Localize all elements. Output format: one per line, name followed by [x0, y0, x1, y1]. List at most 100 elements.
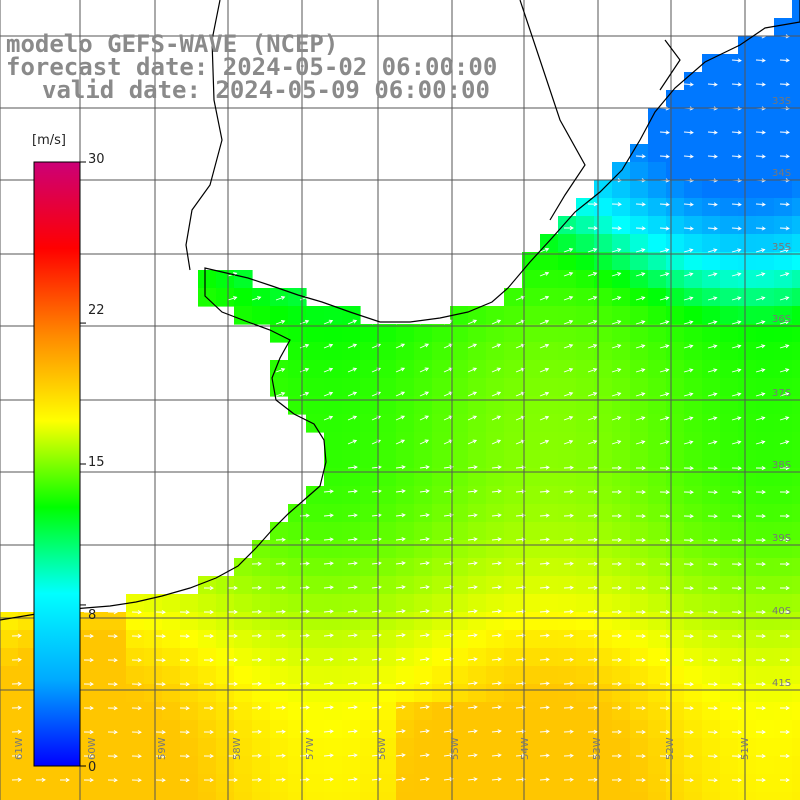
wind-arrow [611, 633, 622, 639]
wind-arrow [635, 729, 646, 735]
wind-arrow [323, 319, 334, 325]
wind-arrow [275, 705, 286, 710]
wind-arrow [155, 610, 166, 615]
wind-arrow [779, 489, 790, 495]
wind-arrow [755, 344, 766, 349]
wind-arrow [755, 514, 766, 519]
wind-arrow [491, 367, 502, 373]
wind-arrow [635, 609, 646, 615]
longitude-labels: 61W 60W 59W 58W 57W 56W 55W 54W 53W 52W 51W [14, 737, 751, 760]
wind-arrow [587, 657, 598, 662]
wind-arrow [299, 705, 310, 710]
wind-arrow [395, 415, 406, 421]
wind-arrow [587, 248, 598, 253]
wind-arrow [107, 706, 118, 711]
wind-arrow [347, 729, 358, 734]
wind-arrow [275, 777, 286, 782]
wind-arrow [443, 585, 454, 590]
wind-arrow [323, 391, 334, 397]
wind-arrow [611, 465, 622, 471]
wind-arrow [779, 753, 790, 759]
wind-arrow [371, 729, 382, 734]
wind-arrow [635, 585, 646, 591]
wind-arrow [83, 778, 94, 783]
wind-arrow [731, 490, 742, 495]
wind-arrow [11, 753, 22, 758]
wind-arrow [515, 609, 526, 614]
latitude-label: 37S [772, 388, 791, 399]
wind-arrow [275, 657, 286, 662]
wind-arrow [83, 610, 94, 615]
wind-arrow [419, 367, 430, 373]
wind-arrow [731, 344, 742, 349]
wind-arrow [539, 367, 550, 373]
longitude-label: 51W [740, 737, 751, 760]
wind-arrow [707, 416, 718, 421]
wind-arrow [491, 391, 502, 397]
wind-arrow [323, 513, 334, 518]
wind-arrow [683, 490, 694, 495]
wind-arrow [419, 537, 430, 542]
wind-arrow [635, 202, 646, 207]
wind-arrow [731, 658, 742, 663]
wind-arrow [323, 681, 334, 686]
wind-arrow [395, 465, 406, 470]
wind-arrow [515, 537, 526, 542]
latitude-label: 40S [772, 606, 791, 617]
wind-arrow [683, 440, 694, 445]
wind-arrow [275, 753, 286, 758]
wind-arrow [83, 706, 94, 711]
wind-arrow [731, 514, 742, 519]
colorbar [33, 161, 81, 767]
wind-arrow [659, 514, 670, 519]
wind-arrow [707, 154, 718, 159]
wind-arrow [299, 561, 310, 566]
wind-arrow [299, 319, 310, 325]
wind-arrow [83, 658, 94, 663]
wind-arrow [323, 585, 334, 590]
wind-arrow [251, 609, 262, 614]
wind-arrow [491, 729, 502, 734]
longitude-label: 58W [232, 737, 243, 760]
wind-arrow [683, 320, 694, 325]
model-title: modelo GEFS-WAVE (NCEP) [6, 30, 339, 58]
wind-arrow [635, 777, 646, 783]
longitude-label: 53W [592, 737, 603, 760]
wind-arrow [515, 585, 526, 590]
wind-arrow [635, 753, 646, 759]
wind-arrow [275, 681, 286, 686]
wind-arrows [11, 34, 790, 783]
wind-arrow [251, 585, 262, 590]
wind-arrow [491, 753, 502, 758]
wind-arrow [419, 489, 430, 494]
wind-arrow [659, 416, 670, 421]
wind-arrow [419, 391, 430, 397]
wind-arrow [419, 729, 430, 734]
wind-arrow [635, 392, 646, 397]
wind-arrow [731, 538, 742, 543]
wind-arrow [539, 513, 550, 518]
wind-arrow [707, 586, 718, 591]
wind-arrow [179, 658, 190, 663]
wind-arrow [539, 271, 550, 277]
longitude-label: 57W [305, 737, 316, 760]
wind-arrow [467, 633, 478, 638]
wind-arrow [731, 202, 742, 207]
wind-arrow [683, 154, 694, 159]
wind-arrow [563, 343, 574, 349]
wind-arrow [587, 226, 598, 231]
wind-arrow [587, 202, 598, 207]
wind-arrow [515, 777, 526, 782]
wind-arrow [707, 82, 718, 87]
wind-arrow [467, 391, 478, 397]
wind-arrow [467, 367, 478, 373]
wind-arrow [467, 439, 478, 445]
wind-arrow [755, 368, 766, 373]
wind-arrow [371, 753, 382, 758]
wind-arrow [323, 367, 334, 373]
wind-arrow [131, 610, 142, 615]
wind-arrow [755, 202, 766, 207]
wind-arrow [347, 681, 358, 686]
wind-arrow [539, 609, 550, 614]
wind-arrow [683, 730, 694, 735]
